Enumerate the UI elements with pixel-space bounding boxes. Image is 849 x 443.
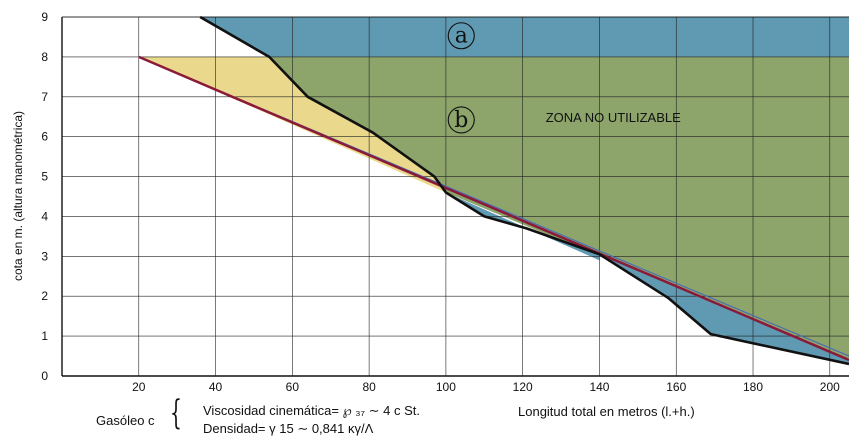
density-text: Densidad= γ 15 ∼ 0,841 κγ/Λ <box>203 421 374 436</box>
x-tick-label: 200 <box>820 380 840 394</box>
series-lines <box>138 15 849 366</box>
x-tick-label: 140 <box>589 380 609 394</box>
y-tick-label: 2 <box>41 289 48 303</box>
axes <box>61 16 849 377</box>
region-b <box>269 56 849 361</box>
y-tick-label: 6 <box>41 130 48 144</box>
viscosity-text: Viscosidad cinemática= ℘ ₃₇ ∼ 4 c St. <box>203 403 420 418</box>
region-sliver <box>599 254 849 365</box>
x-tick-label: 80 <box>362 380 376 394</box>
y-tick-label: 9 <box>41 10 48 24</box>
zone-b-text: ZONA NO UTILIZABLE <box>546 110 681 125</box>
zone-b-circle <box>447 106 475 134</box>
x-tick-label: 60 <box>286 380 300 394</box>
y-tick-label: 0 <box>41 369 48 383</box>
y-tick-label: 4 <box>41 209 48 223</box>
brace-symbol: { <box>170 393 182 433</box>
y-axis-label: cota en m. (altura manométrica) <box>11 111 25 281</box>
black-line <box>199 15 849 366</box>
x-tick-label: 100 <box>436 380 456 394</box>
y-tick-label: 8 <box>41 50 48 64</box>
x-tick-label: 120 <box>513 380 533 394</box>
zone-regions <box>138 17 849 365</box>
y-tick-label: 7 <box>41 90 48 104</box>
x-tick-label: 160 <box>666 380 686 394</box>
y-tick-label: 1 <box>41 329 48 343</box>
region-a <box>200 17 849 57</box>
y-tick-label: 3 <box>41 249 48 263</box>
fuel-name: Gasóleo c <box>96 413 155 428</box>
x-tick-label: 20 <box>132 380 146 394</box>
tick-labels: 20 40 60 80 100 120 140 160 180 200 0 1 2 3 4 5 6 7 8 9 <box>41 10 840 394</box>
x-axis-label: Longitud total en metros (l.+h.) <box>518 404 695 419</box>
zone-a-circle <box>447 22 475 50</box>
x-tick-label: 180 <box>743 380 763 394</box>
red-line <box>138 55 849 362</box>
zone-a-letter: a <box>455 24 468 49</box>
zone-labels: a b ZONA NO UTILIZABLE <box>447 22 681 134</box>
y-tick-label: 5 <box>41 170 48 184</box>
x-tick-label: 40 <box>209 380 223 394</box>
fuel-properties: Viscosidad cinemática= ℘ ₃₇ ∼ 4 c St. De… <box>203 402 420 438</box>
zone-b-letter: b <box>454 108 468 133</box>
